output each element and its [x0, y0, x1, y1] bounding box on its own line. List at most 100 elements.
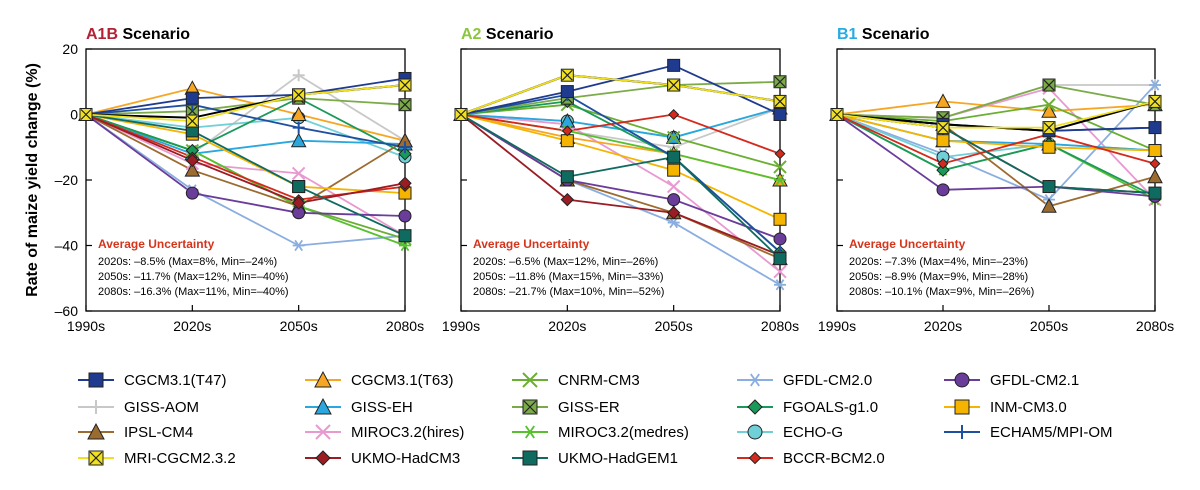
chart-title: A2 Scenario [461, 26, 554, 43]
point-gfdl-cm2-0 [1149, 79, 1161, 91]
uncertainty-line: 2020s: –8.5% (Max=8%, Min=–24%) [98, 256, 277, 268]
legend-label: UKMO-HadGEM1 [558, 450, 678, 467]
series-line-inm-cm3-0 [85, 113, 406, 194]
series-line-bccr-bcm2-0 [460, 113, 781, 155]
legend-entry-gfdl-cm2-0: GFDL-CM2.0 [737, 372, 872, 389]
point-ukmo-hadgem1 [560, 170, 574, 184]
point-giss-er [1042, 78, 1056, 92]
legend-label: GFDL-CM2.0 [783, 372, 872, 389]
point-ukmo-hadgem1 [1042, 180, 1056, 194]
series-line-giss-aom [460, 107, 781, 149]
series-line-gfdl-cm2-1 [460, 113, 781, 240]
x-tick-label: 2050s [1030, 318, 1068, 334]
legend: CGCM3.1(T47) CGCM3.1(T63) CNRM-CM3 GFDL-CM2… [78, 370, 1113, 467]
legend-entry-ukmo-hadcm3: UKMO-HadCM3 [305, 450, 460, 467]
point-mri-cgcm2-3-2 [560, 68, 574, 82]
point-ukmo-hadcm3 [560, 192, 575, 207]
point-giss-aom [292, 69, 305, 82]
point-cgcm3-1-t63 [1041, 103, 1057, 118]
legend-label: CGCM3.1(T63) [351, 372, 454, 389]
series-line-ukmo-hadgem1 [85, 113, 406, 237]
point-cnrm-cm3 [1042, 97, 1056, 112]
series-line-bccr-bcm2-0 [85, 113, 406, 201]
legend-label: UKMO-HadCM3 [351, 450, 460, 467]
point-bccr-bcm2-0 [774, 148, 786, 160]
series-line-ukmo-hadgem1 [460, 113, 781, 260]
title-scenario-code: B1 [837, 26, 858, 43]
legend-entry-giss-eh: GISS-EH [305, 397, 413, 416]
point-cgcm3-1-t63 [935, 93, 951, 108]
x-tick-label: 2080s [1136, 318, 1174, 334]
point-mri-cgcm2-3-2 [667, 78, 681, 92]
point-giss-er [773, 75, 787, 89]
point-gfdl-cm2-1 [773, 232, 787, 246]
x-tick-label: 2080s [761, 318, 799, 334]
point-mri-cgcm2-3-2 [830, 108, 844, 121]
series-lines [836, 84, 1156, 208]
point-ipsl-cm4 [1041, 198, 1057, 213]
y-tick-label: 0 [70, 107, 78, 123]
series-line-fgoals-g1-0 [85, 97, 406, 155]
x-tick-label: 2020s [173, 318, 211, 334]
legend-marker-giss-eh [314, 397, 332, 415]
series-line-echam5-mpi-om [85, 103, 406, 149]
uncertainty-line: 2020s: –7.3% (Max=4%, Min=–23%) [849, 256, 1028, 268]
point-echam5-mpi-om [399, 141, 411, 154]
legend-entry-inm-cm3-0: INM-CM3.0 [944, 399, 1067, 416]
point-mri-cgcm2-3-2 [398, 78, 412, 92]
legend-entry-miroc3-2-medres: MIROC3.2(medres) [512, 424, 689, 441]
series-line-cgcm3-1-t63 [85, 87, 406, 142]
series-markers [829, 78, 1163, 213]
legend-label: GISS-AOM [124, 399, 199, 416]
legend-marker-inm-cm3-0 [954, 399, 970, 415]
x-tick-label: 2020s [924, 318, 962, 334]
series-line-giss-er [85, 97, 406, 116]
point-inm-cm3-0 [560, 134, 574, 148]
series-markers [78, 69, 413, 252]
legend-marker-miroc3-2-medres [523, 425, 537, 439]
legend-label: GISS-EH [351, 399, 413, 416]
uncertainty-line: 2050s: –11.7% (Max=12%, Min=–40%) [98, 271, 289, 283]
y-tick-label: 20 [62, 41, 78, 57]
series-lines [85, 74, 406, 247]
legend-entry-giss-er: GISS-ER [512, 399, 620, 416]
legend-label: CNRM-CM3 [558, 372, 640, 389]
point-cgcm3-1-t47 [1148, 121, 1162, 135]
legend-marker-miroc3-2-hires [315, 424, 331, 440]
title-scenario-code: A2 [461, 26, 482, 43]
point-mri-cgcm2-3-2 [79, 108, 93, 121]
series-line-cnrm-cm3 [836, 103, 1156, 152]
series-line-miroc3-2-hires [85, 113, 406, 237]
series-line-gfdl-cm2-1 [836, 113, 1156, 198]
legend-entry-cgcm3-1-t63: CGCM3.1(T63) [305, 370, 454, 389]
point-giss-eh [290, 132, 307, 148]
legend-marker-gfdl-cm2-1 [954, 372, 970, 388]
point-gfdl-cm2-0 [292, 239, 305, 252]
y-tick-label: –20 [55, 172, 79, 188]
legend-entry-echo-g: ECHO-G [737, 424, 843, 441]
point-cgcm3-1-t47 [667, 58, 681, 72]
point-giss-er [398, 98, 412, 112]
title-scenario-code: A1B [86, 26, 118, 43]
chart-title: A1B Scenario [86, 26, 190, 43]
uncertainty-line: 2020s: –6.5% (Max=12%, Min=–26%) [473, 256, 658, 268]
legend-label: CGCM3.1(T47) [124, 372, 227, 389]
point-inm-cm3-0 [667, 163, 681, 177]
legend-label: FGOALS-g1.0 [783, 399, 878, 416]
legend-marker-bccr-bcm2-0 [748, 451, 762, 465]
uncertainty-title: Average Uncertainty [98, 237, 215, 251]
series-line-mri-cgcm2-3-2 [836, 100, 1156, 129]
legend-label: ECHAM5/MPI-OM [990, 424, 1113, 441]
legend-label: IPSL-CM4 [124, 424, 193, 441]
legend-entry-ipsl-cm4: IPSL-CM4 [78, 422, 193, 441]
legend-entry-gfdl-cm2-1: GFDL-CM2.1 [944, 372, 1079, 389]
uncertainty-line: 2080s: –10.1% (Max=9%, Min=–26%) [849, 286, 1034, 298]
legend-entry-giss-aom: GISS-AOM [78, 399, 199, 416]
x-tick-label: 2050s [655, 318, 693, 334]
series-line-cgcm3-1-t47 [85, 77, 406, 116]
point-ipsl-cm4 [1147, 168, 1163, 184]
uncertainty-line: 2080s: –21.7% (Max=10%, Min=–52%) [473, 286, 664, 298]
legend-marker-cnrm-cm3 [522, 372, 538, 388]
legend-entry-echam5-mpi-om: ECHAM5/MPI-OM [944, 424, 1113, 441]
point-mri-cgcm2-3-2 [292, 88, 306, 102]
